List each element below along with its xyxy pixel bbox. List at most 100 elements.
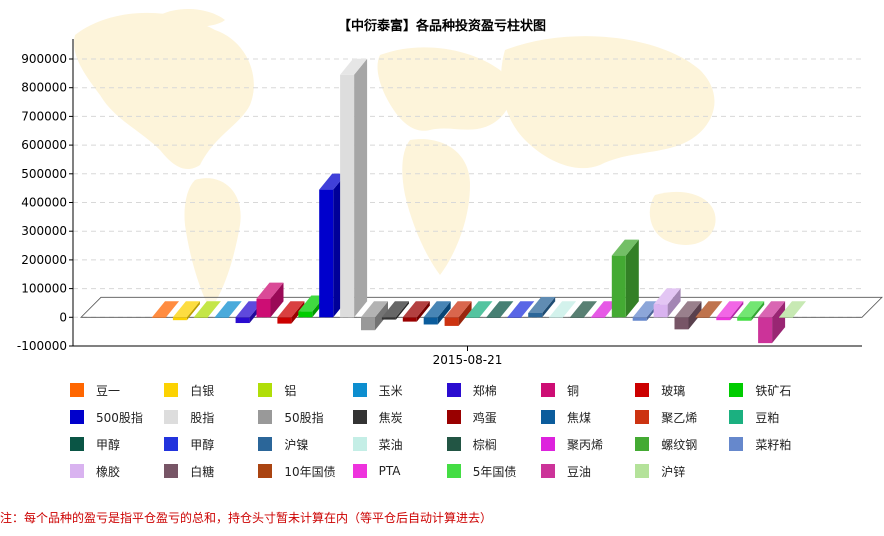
legend-swatch [352,383,367,397]
legend-item: 棕榈 [446,436,497,452]
bar [549,301,577,318]
bar [444,301,472,326]
legend-swatch [635,437,650,451]
legend-label: 郑棉 [472,383,497,398]
legend-item: 聚丙烯 [541,436,603,452]
bar [570,301,597,318]
bar [402,301,430,322]
legend-label: 铁矿石 [755,383,792,398]
bar [758,301,786,344]
legend-item: 沪镍 [258,436,308,452]
bar [214,301,242,318]
legend-swatch [729,437,744,451]
bar [381,301,409,320]
legend-label: 橡胶 [96,464,121,479]
legend-swatch [164,410,179,424]
legend-label: 鸡蛋 [472,410,497,425]
legend-item: 10年国债 [258,463,336,479]
legend-item: 白银 [164,382,214,398]
y-tick-label: 200000 [21,253,67,267]
legend-swatch [164,383,179,397]
bars [80,58,883,344]
legend-item: 铁矿石 [729,382,791,398]
legend-label: 50股指 [284,410,324,425]
legend-swatch [446,410,461,424]
legend-label: 10年国债 [284,464,336,479]
y-tick-label: -100000 [17,339,67,353]
legend-swatch [70,383,84,397]
y-tick-label: 500000 [21,167,67,181]
legend-swatch [446,383,461,397]
legend-swatch [258,410,273,424]
legend-item: 豆油 [541,463,591,479]
legend-label: 聚丙烯 [567,437,604,452]
bar [172,301,200,321]
legend-swatch [446,437,461,451]
legend-item: 焦炭 [352,409,403,425]
legend-item: 500股指 [70,409,143,425]
legend-swatch [164,464,179,478]
bar [256,282,284,318]
legend-item: 菜籽粕 [729,436,791,452]
y-tick-label: 100000 [21,282,67,296]
legend-label: 沪锌 [661,464,686,479]
legend-item: 沪锌 [635,463,685,479]
legend-label: 股指 [190,410,215,425]
legend-item: 玉米 [352,382,403,398]
legend-item: 聚乙烯 [635,409,697,425]
legend-item: 股指 [164,409,214,425]
legend-item: 玻璃 [635,382,685,398]
legend-swatch [635,410,650,424]
legend-label: 铜 [567,383,580,398]
x-tick-label: 2015-08-21 [433,353,503,367]
bar [737,301,765,321]
legend-label: 甲醇 [190,437,215,452]
legend-label: 玻璃 [661,383,686,398]
legend-swatch [541,383,555,397]
legend-swatch [352,410,367,424]
bar [653,288,681,318]
y-tick-label: 0 [59,310,67,324]
bar [486,301,514,318]
y-tick-label: 800000 [21,81,67,95]
legend-item: 菜油 [352,436,403,452]
legend-label: 5年国债 [472,464,517,479]
y-tick-label: 700000 [21,109,67,123]
legend-label: 豆一 [96,383,121,398]
legend-item: 白糖 [164,463,214,479]
legend-item: 焦煤 [541,409,591,425]
legend-item: 5年国债 [446,463,517,479]
bar [340,58,368,318]
legend-swatch [352,437,367,451]
legend-label: 甲醇 [96,437,121,452]
legend-label: 白糖 [190,464,215,479]
bar [716,301,744,321]
legend-label: 玉米 [378,383,403,398]
bar [611,239,639,318]
bar [507,301,535,318]
legend-swatch [635,383,650,397]
legend-swatch [70,437,84,451]
world-map-background [74,8,716,310]
legend-label: 焦炭 [378,410,403,425]
legend-label: 菜籽粕 [755,437,792,452]
legend-swatch [258,464,273,478]
legend-item: 铝 [258,382,296,398]
legend-label: 500股指 [96,410,143,425]
bar [423,301,451,325]
legend-swatch [729,383,744,397]
legend-swatch [541,437,555,451]
legend-swatch [164,437,179,451]
legend-item: 甲醇 [70,436,120,452]
legend-item: 豆一 [70,382,120,398]
y-tick-label: 400000 [21,196,67,210]
legend-swatch [352,464,367,478]
legend-item: 甲醇 [164,436,214,452]
legend-item: PTA [352,463,400,479]
legend-swatch [446,464,461,478]
legend-item: 豆粕 [729,409,779,425]
legend-item: 50股指 [258,409,324,425]
bar [277,301,305,324]
axes: -100000 0 100000 200000 300000 400000 500000 60… [17,39,862,367]
